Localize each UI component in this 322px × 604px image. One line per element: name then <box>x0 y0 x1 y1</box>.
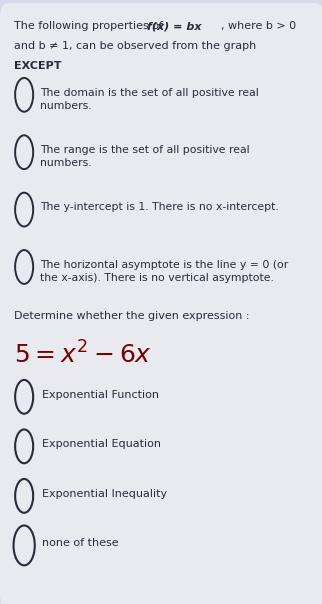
Text: The following properties of: The following properties of <box>14 21 167 31</box>
Text: Determine whether the given expression :: Determine whether the given expression : <box>14 311 250 321</box>
FancyBboxPatch shape <box>0 3 322 314</box>
Text: , where b > 0: , where b > 0 <box>221 21 296 31</box>
Text: EXCEPT: EXCEPT <box>14 61 62 71</box>
Text: f(x) = bx: f(x) = bx <box>147 21 201 31</box>
Text: The horizontal asymptote is the line y = 0 (or
the x-axis). There is no vertical: The horizontal asymptote is the line y =… <box>40 260 289 283</box>
Text: Exponential Inequality: Exponential Inequality <box>42 489 167 499</box>
Text: The y-intercept is 1. There is no x-intercept.: The y-intercept is 1. There is no x-inte… <box>40 202 279 213</box>
Text: Exponential Function: Exponential Function <box>42 390 159 400</box>
FancyBboxPatch shape <box>0 291 322 604</box>
Text: $5 = x^2 - 6x$: $5 = x^2 - 6x$ <box>14 341 152 368</box>
Text: The range is the set of all positive real
numbers.: The range is the set of all positive rea… <box>40 145 250 168</box>
Text: none of these: none of these <box>42 538 118 548</box>
Text: The domain is the set of all positive real
numbers.: The domain is the set of all positive re… <box>40 88 259 111</box>
Text: and b ≠ 1, can be observed from the graph: and b ≠ 1, can be observed from the grap… <box>14 41 257 51</box>
Text: Exponential Equation: Exponential Equation <box>42 439 161 449</box>
